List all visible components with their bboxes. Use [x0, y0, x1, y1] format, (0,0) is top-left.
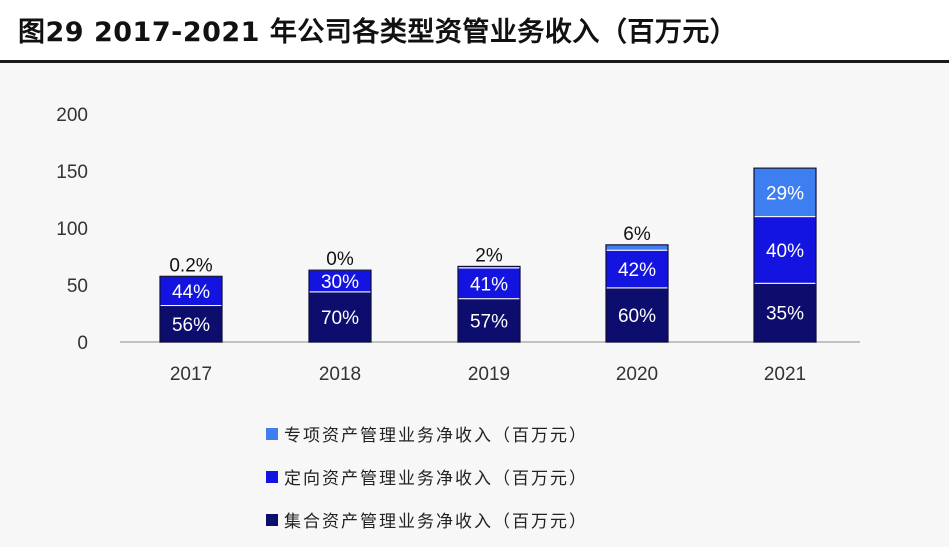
data-label: 42% — [618, 260, 656, 281]
title-divider — [0, 60, 949, 63]
data-label: 57% — [470, 311, 508, 332]
legend-item-jihe: 集合资产管理业务净收入（百万元） — [266, 498, 588, 541]
bar-segment — [753, 216, 817, 284]
x-tick-label: 2021 — [764, 364, 806, 385]
y-tick-label: 200 — [56, 105, 88, 126]
data-label: 35% — [766, 304, 804, 325]
x-tick-label: 2019 — [468, 364, 510, 385]
legend-item-zhuanxiang: 专项资产管理业务净收入（百万元） — [266, 412, 588, 455]
data-label: 0.2% — [169, 255, 212, 276]
bar-outline — [308, 269, 372, 343]
legend-label-zhuanxiang: 专项资产管理业务净收入（百万元） — [284, 426, 588, 446]
legend-label-dingxiang: 定向资产管理业务净收入（百万元） — [284, 469, 588, 489]
data-label: 6% — [623, 224, 651, 245]
bar-outline — [605, 244, 669, 343]
legend-label-jihe: 集合资产管理业务净收入（百万元） — [284, 512, 588, 532]
bar-outline — [159, 275, 223, 343]
stacked-bar-chart: 0 50 100 150 200 56% 44% 0.2% 2017 70% 30%0% 2018 57… — [56, 105, 860, 385]
data-label: 29% — [766, 183, 804, 204]
data-label: 0% — [326, 249, 354, 270]
data-label: 41% — [470, 274, 508, 295]
x-tick-label: 2020 — [616, 364, 658, 385]
y-tick-label: 50 — [67, 276, 88, 297]
data-label: 2% — [475, 245, 503, 266]
y-tick-label: 100 — [56, 219, 88, 240]
data-label: 70% — [321, 308, 359, 329]
bar-segment — [605, 244, 669, 251]
legend-item-dingxiang: 定向资产管理业务净收入（百万元） — [266, 455, 588, 498]
data-label: 30% — [321, 272, 359, 293]
legend: 专项资产管理业务净收入（百万元） 定向资产管理业务净收入（百万元） 集合资产管理… — [266, 412, 588, 541]
legend-swatch-zhuanxiang — [266, 427, 278, 440]
title-bar: 图29 2017-2021 年公司各类型资管业务收入（百万元） — [0, 0, 949, 62]
y-tick-label: 150 — [56, 162, 88, 183]
bar-segment — [159, 275, 223, 307]
chart-title: 图29 2017-2021 年公司各类型资管业务收入（百万元） — [18, 17, 738, 48]
x-tick-label: 2018 — [319, 364, 361, 385]
legend-swatch-jihe — [266, 513, 278, 526]
data-label: 40% — [766, 241, 804, 262]
data-label: 44% — [172, 282, 210, 303]
bar-outline — [457, 265, 521, 343]
legend-swatch-dingxiang — [266, 470, 278, 483]
x-tick-label: 2017 — [170, 364, 212, 385]
bar-segment — [753, 282, 817, 343]
data-label: 60% — [618, 306, 656, 327]
y-tick-label: 0 — [77, 333, 88, 354]
bar-outline — [753, 167, 817, 343]
data-label: 56% — [172, 315, 210, 336]
